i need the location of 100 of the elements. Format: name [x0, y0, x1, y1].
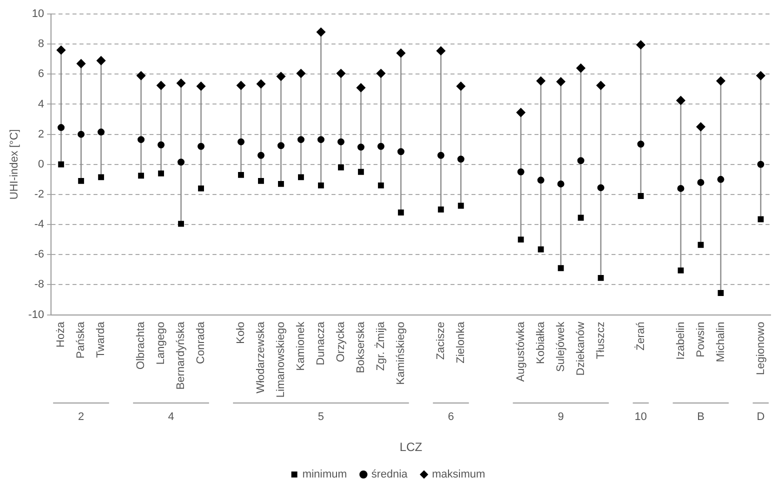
point [717, 176, 724, 183]
point [676, 96, 686, 105]
x-tick-label: Bokserska [354, 320, 367, 374]
point [258, 178, 264, 184]
point [336, 68, 346, 78]
point [76, 59, 86, 68]
text: 2 [78, 411, 84, 424]
point [597, 184, 604, 192]
point [397, 148, 404, 156]
point [78, 130, 85, 138]
point [538, 246, 544, 252]
point [357, 144, 364, 151]
point [718, 290, 724, 296]
point [236, 80, 246, 90]
point [436, 46, 446, 56]
point [316, 28, 326, 37]
point [578, 214, 584, 221]
x-tick-label: Tłuszcz [594, 322, 607, 360]
text: 4 [168, 411, 174, 424]
point [198, 142, 205, 150]
point [158, 170, 164, 176]
x-tick-label: Koło [235, 322, 248, 344]
point [256, 79, 266, 88]
text: 9 [558, 411, 564, 424]
point [398, 210, 404, 216]
x-tick-label: Langego [155, 322, 168, 365]
text: 10 [634, 411, 647, 424]
point [257, 152, 264, 159]
x-tick-label: Włodarzewska [255, 320, 268, 394]
y-tick-label: -4 [34, 218, 44, 231]
y-tick-label: 6 [38, 68, 44, 80]
text: 5 [318, 411, 324, 424]
x-tick-label: Hoża [55, 320, 68, 348]
x-axis-title: LCZ [400, 440, 422, 454]
point [376, 68, 386, 78]
x-tick-label: Michalin [714, 322, 727, 362]
point [377, 142, 384, 150]
point [317, 136, 324, 144]
point [457, 156, 464, 163]
point [558, 265, 564, 272]
y-tick-label: 8 [38, 38, 44, 50]
point [756, 71, 766, 80]
point [556, 77, 566, 86]
point [176, 78, 186, 88]
point [158, 141, 165, 148]
point [636, 40, 646, 50]
point [296, 68, 306, 78]
point [518, 236, 524, 243]
x-tick-label: Bernardyńska [175, 320, 188, 390]
point [277, 142, 284, 150]
point [78, 178, 84, 184]
point [596, 80, 606, 90]
x-tick-label: Zacisze [434, 322, 447, 360]
point [138, 136, 145, 144]
point [298, 174, 304, 180]
point [58, 161, 64, 168]
x-tick-label: Orzycka [334, 320, 347, 362]
point [198, 185, 204, 192]
point [318, 182, 324, 188]
point [98, 174, 104, 180]
point [276, 72, 286, 81]
point [138, 172, 144, 179]
legend-label: minimum [302, 468, 347, 481]
x-tick-label: Kamińskiego [394, 322, 407, 385]
point [716, 76, 726, 86]
point [696, 122, 706, 132]
x-tick-label: Dziekanów [574, 322, 587, 376]
legend-label: maksimum [432, 468, 486, 481]
point [698, 242, 704, 248]
x-tick-label: Dunacza [314, 320, 327, 366]
point [136, 71, 146, 80]
point [98, 128, 105, 136]
point [677, 184, 684, 192]
x-tick-label: Pańska [75, 320, 88, 358]
y-tick-label: 0 [38, 158, 44, 170]
y-tick-label: 4 [38, 98, 44, 110]
x-tick-label: Conrada [195, 320, 208, 364]
y-tick-label: 10 [32, 8, 44, 20]
y-tick-label: -10 [28, 308, 44, 321]
x-tick-label: Olbrachta [135, 320, 148, 370]
text: 6 [448, 411, 454, 424]
x-tick-label: Kobiałka [534, 320, 547, 364]
x-tick-label: Legionowo [754, 322, 767, 375]
point [96, 56, 106, 66]
point [638, 193, 644, 199]
point [517, 168, 524, 176]
y-tick-label: -2 [34, 188, 44, 200]
point [438, 206, 444, 212]
y-tick-label: 2 [38, 128, 44, 140]
point [537, 176, 544, 184]
point [437, 152, 444, 159]
x-tick-label: Sulejówek [554, 321, 567, 372]
point [557, 180, 564, 188]
x-tick-label: Twarda [95, 320, 108, 358]
text: B [697, 411, 704, 424]
x-tick-label: Kamionek [295, 321, 307, 371]
point [178, 220, 184, 227]
point [238, 138, 244, 146]
point [337, 138, 344, 146]
x-tick-label: Zgr. Żmija [374, 320, 387, 371]
